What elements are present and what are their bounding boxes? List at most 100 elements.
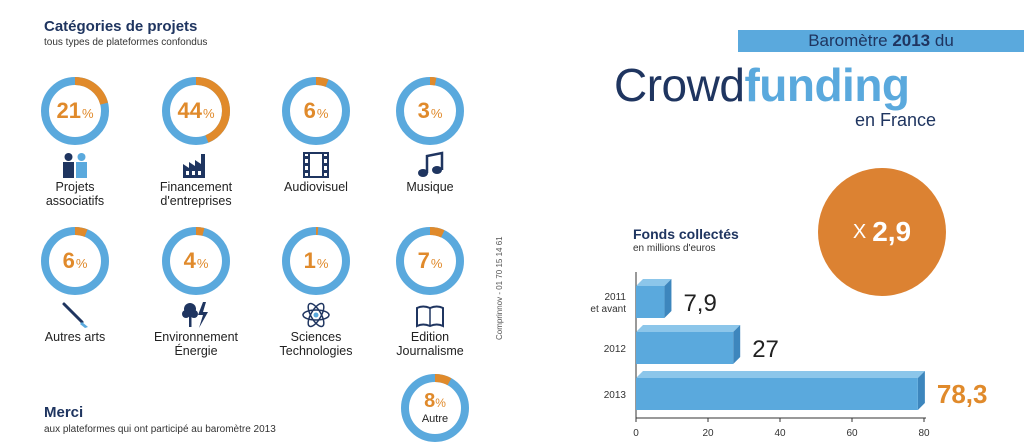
- bar-data-label: 78,3: [937, 379, 988, 409]
- barometre-prefix: Baromètre: [808, 31, 888, 50]
- bar: [636, 378, 918, 410]
- percent-sign: %: [316, 105, 329, 121]
- category-label: Musique: [406, 180, 454, 194]
- chart-subtitle: en millions d'euros: [633, 243, 716, 254]
- merci-subtitle: aux plateformes qui ont participé au bar…: [44, 424, 276, 435]
- category-percent: 21%: [40, 76, 110, 146]
- x-tick-label: 60: [846, 428, 858, 439]
- funds-bar-chart: 0 20 40 60 80 2011 et avant 7,9 2012 27 2013 78,3: [590, 272, 988, 439]
- category-percent: 1%: [281, 226, 351, 296]
- category-percent: 3%: [395, 76, 465, 146]
- donut-chart: 6%: [281, 76, 351, 146]
- percent-sign: %: [430, 105, 443, 121]
- donut-arc: [162, 77, 230, 145]
- category-tick-label: 2012: [604, 344, 627, 355]
- people-icon: [63, 153, 87, 178]
- donut-chart: 1%: [281, 226, 351, 296]
- donut-ring: [282, 227, 350, 295]
- percent-sign: %: [75, 255, 88, 271]
- x-tick-label: 20: [702, 428, 714, 439]
- factory-icon: [183, 154, 205, 178]
- category-value: 1: [303, 248, 316, 273]
- category-tick-label: 2011 et avant: [590, 292, 626, 315]
- percent-sign: %: [202, 105, 215, 121]
- x-tick-label: 40: [774, 428, 786, 439]
- donut-chart: 6%: [40, 226, 110, 296]
- film-strip-icon: [303, 152, 329, 178]
- bar-top-face: [636, 371, 925, 378]
- category-label: Sciences Technologies: [279, 330, 353, 358]
- category-percent: 6%: [40, 226, 110, 296]
- multiplier-prefix: X: [852, 220, 867, 243]
- atom-icon: [302, 302, 330, 328]
- donut-ring: [162, 227, 230, 295]
- donut-chart: 21%: [40, 76, 110, 146]
- other-value: 8: [424, 389, 436, 412]
- category-percent: 7%: [395, 226, 465, 296]
- bar-top-face: [636, 325, 741, 332]
- percent-sign: %: [196, 255, 209, 271]
- donut-arc-other: [401, 374, 469, 442]
- donut-arc: [162, 227, 230, 295]
- donut-arc: [396, 77, 464, 145]
- category-item: 7% Edition Journalisme: [370, 226, 490, 366]
- donut-chart: 44%: [161, 76, 231, 146]
- bar-side-face: [664, 279, 672, 318]
- category-percent: 4%: [161, 226, 231, 296]
- other-percent: 8% Autre: [400, 373, 470, 443]
- crowd-light: Crowd: [614, 59, 745, 111]
- category-label: Edition Journalisme: [396, 330, 464, 358]
- category-label: Projets associatifs: [45, 180, 105, 208]
- category-item: 44% Financement d'entreprises: [136, 76, 256, 216]
- category-label: Financement d'entreprises: [159, 180, 233, 208]
- chart-title: Fonds collectés: [633, 226, 739, 242]
- donut-chart: 7%: [395, 226, 465, 296]
- category-value: 6: [303, 98, 316, 123]
- categories-subtitle: tous types de plateformes confondus: [44, 37, 208, 48]
- donut-ring: [401, 374, 469, 442]
- music-note-icon: [418, 151, 444, 177]
- category-item: 4% Environnement Énergie: [136, 226, 256, 366]
- category-item: 21% Projets associatifs: [15, 76, 135, 216]
- credit-text: Comprinnov - 01 70 15 14 61: [495, 236, 504, 340]
- donut-ring: [162, 77, 230, 145]
- category-percent: 44%: [161, 76, 231, 146]
- x-tick-label: 0: [633, 428, 639, 439]
- tree-lightning-icon: [182, 302, 208, 328]
- x-tick-label: 80: [918, 428, 930, 439]
- categories-title: Catégories de projets: [44, 18, 198, 35]
- open-book-icon: [416, 305, 444, 328]
- crowd-bold: funding: [744, 59, 910, 111]
- percent-sign: %: [430, 255, 443, 271]
- bar-side-face: [733, 325, 741, 364]
- donut-arc: [41, 77, 109, 145]
- bar-data-label: 7,9: [683, 290, 716, 317]
- donut-ring: [396, 227, 464, 295]
- category-value: 44: [177, 98, 202, 123]
- other-label: Autre: [421, 412, 449, 425]
- bar: [636, 332, 734, 364]
- percent-sign: %: [435, 395, 446, 410]
- percent-sign: %: [81, 105, 94, 121]
- bar-side-face: [917, 371, 925, 410]
- donut-ring: [282, 77, 350, 145]
- donut-arc: [396, 227, 464, 295]
- category-value: 7: [417, 248, 430, 273]
- donut-chart: 4%: [161, 226, 231, 296]
- category-item: 3% Musique: [370, 76, 490, 216]
- multiplier-circle: X 2,9: [818, 168, 946, 296]
- category-label: Audiovisuel: [284, 180, 348, 194]
- bar-data-label: 27: [752, 336, 779, 363]
- category-percent: 6%: [281, 76, 351, 146]
- crowdfunding-title: Crowdfunding: [614, 58, 910, 112]
- barometre-band: Baromètre 2013 du: [738, 30, 1024, 52]
- category-value: 21: [56, 98, 81, 123]
- category-other: 8% Autre: [400, 373, 470, 443]
- en-france: en France: [855, 110, 937, 130]
- barometre-year: 2013: [892, 31, 931, 50]
- category-item: 6% Autres arts: [15, 226, 135, 366]
- category-value: 6: [62, 248, 75, 273]
- category-value: 3: [417, 98, 430, 123]
- bar: [636, 286, 665, 318]
- percent-sign: %: [316, 255, 329, 271]
